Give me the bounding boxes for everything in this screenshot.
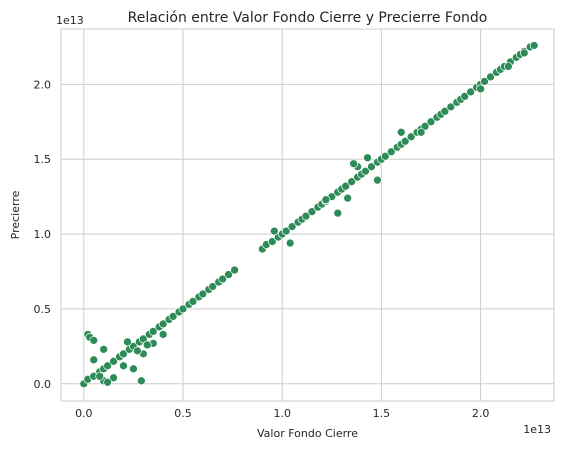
data-point [138, 334, 148, 344]
data-point [416, 127, 426, 137]
data-point [361, 166, 370, 176]
data-point [347, 177, 356, 187]
data-point [224, 270, 233, 279]
data-point [519, 48, 529, 58]
data-point [333, 208, 343, 218]
data-point [89, 355, 99, 365]
data-point [343, 193, 353, 203]
y-tick-label: 0.0 [34, 378, 52, 391]
data-point [119, 349, 128, 359]
data-point [123, 337, 132, 347]
x-tick-label: 2.0 [472, 407, 490, 420]
y-tick-label: 0.5 [34, 303, 52, 316]
data-point [129, 364, 138, 374]
data-point [341, 181, 351, 191]
y-tick-label: 1.0 [34, 228, 52, 241]
x-tick-label: 0.0 [75, 407, 93, 420]
x-axis-ticks: 0.0 0.5 1.0 1.5 2.0 [75, 407, 489, 420]
data-point [476, 84, 485, 94]
data-point [440, 106, 450, 116]
data-point [99, 345, 109, 354]
data-point [367, 162, 376, 172]
data-point [307, 207, 317, 216]
data-point [381, 151, 390, 161]
data-point [103, 377, 112, 387]
data-point [119, 361, 128, 371]
data-point [89, 336, 99, 345]
data-point [504, 62, 513, 71]
data-point [373, 175, 382, 185]
data-point [230, 265, 239, 275]
data-point [466, 87, 476, 97]
data-point [486, 72, 495, 82]
data-point [148, 327, 158, 336]
data-point [109, 373, 118, 383]
data-point [168, 312, 178, 321]
data-point [349, 159, 358, 169]
x-tick-label: 1.5 [373, 407, 391, 420]
chart-title: Relación entre Valor Fondo Cierre y Prec… [128, 10, 488, 26]
data-point [188, 297, 198, 306]
data-point [136, 376, 146, 386]
y-tick-label: 1.5 [34, 153, 52, 166]
data-point [267, 237, 277, 246]
data-points [79, 41, 539, 389]
data-point [287, 222, 297, 231]
plot-area [60, 28, 555, 402]
data-point [363, 153, 372, 163]
data-point [426, 117, 436, 127]
y-axis-offset-text: 1e13 [56, 14, 84, 27]
data-point [285, 238, 295, 248]
y-tick-label: 2.0 [34, 78, 52, 91]
data-point [281, 226, 291, 236]
data-point [529, 41, 539, 50]
data-point [218, 274, 228, 284]
data-point [460, 92, 470, 101]
data-point [446, 102, 456, 112]
x-axis-offset-text: 1e13 [523, 423, 551, 436]
y-axis-label: Precierre [9, 190, 22, 239]
data-point [208, 282, 218, 291]
data-point [386, 147, 396, 157]
data-point [158, 330, 168, 339]
data-point [109, 356, 118, 366]
data-point [400, 136, 410, 146]
y-axis-ticks: 0.0 0.5 1.0 1.5 2.0 [34, 78, 52, 390]
x-axis-label: Valor Fondo Cierre [257, 427, 358, 440]
x-tick-label: 0.5 [174, 407, 192, 420]
data-point [158, 319, 168, 329]
data-point [95, 371, 105, 381]
data-point [406, 132, 416, 142]
data-point [142, 340, 152, 350]
data-point [269, 226, 279, 236]
data-point [396, 127, 406, 137]
data-point [103, 361, 112, 371]
data-point [420, 121, 430, 131]
data-point [301, 211, 311, 221]
data-point [133, 346, 142, 356]
x-tick-label: 1.0 [273, 407, 291, 420]
data-point [178, 304, 188, 314]
data-point [198, 289, 208, 299]
data-point [321, 195, 331, 205]
data-point [480, 77, 489, 86]
